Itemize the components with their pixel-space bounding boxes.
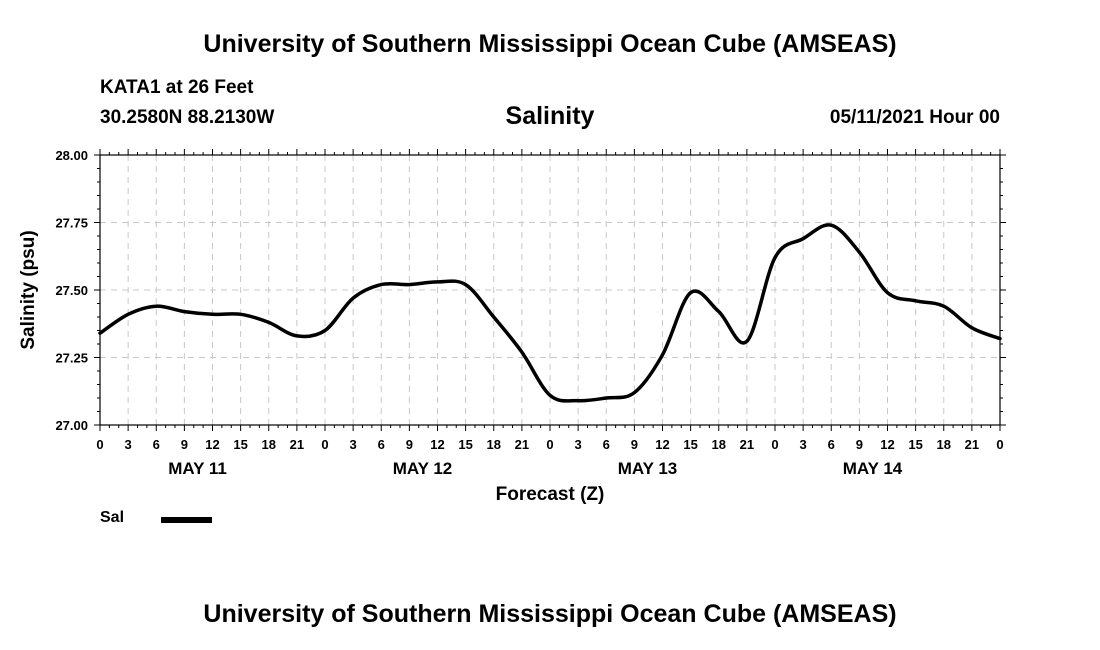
x-tick-label: 6 [603,437,610,452]
y-axis-label: Salinity (psu) [18,230,39,349]
x-tick-label: 21 [290,437,304,452]
salinity-series-line [98,223,1002,403]
x-tick-label: 18 [937,437,951,452]
x-tick-label: 12 [205,437,219,452]
day-label: MAY 13 [618,459,678,478]
x-tick-label: 6 [828,437,835,452]
y-tick-label: 27.75 [55,216,88,231]
x-tick-label: 6 [378,437,385,452]
x-tick-label: 0 [96,437,103,452]
x-tick-label: 21 [740,437,754,452]
y-tick-label: 27.25 [55,351,88,366]
y-tick-label: 27.50 [55,283,88,298]
station-coordinates: 30.2580N 88.2130W [100,107,275,128]
x-tick-label: 18 [262,437,276,452]
x-tick-label: 0 [771,437,778,452]
x-tick-label: 21 [515,437,529,452]
x-tick-label: 9 [406,437,413,452]
x-tick-label: 9 [181,437,188,452]
day-label: MAY 12 [393,459,453,478]
plot-title: Salinity [506,102,595,130]
x-axis-label: Forecast (Z) [496,484,605,505]
chart-title-top: University of Southern Mississippi Ocean… [203,30,897,58]
forecast-datetime: 05/11/2021 Hour 00 [829,107,1000,128]
x-tick-label: 15 [233,437,247,452]
x-tick-label: 9 [856,437,863,452]
station-label: KATA1 at 26 Feet [100,77,254,98]
x-tick-label: 9 [631,437,638,452]
x-tick-label: 12 [880,437,894,452]
x-tick-label: 3 [800,437,807,452]
x-tick-label: 0 [321,437,328,452]
x-tick-label: 15 [908,437,922,452]
chart-title-bottom: University of Southern Mississippi Ocean… [203,600,897,628]
x-tick-label: 18 [712,437,726,452]
y-tick-label: 27.00 [55,418,88,433]
x-tick-label: 21 [965,437,979,452]
legend-line-swatch [161,517,212,523]
x-tick-label: 15 [458,437,472,452]
legend-label: Sal [100,509,125,526]
day-label: MAY 11 [168,459,227,478]
x-tick-label: 3 [575,437,582,452]
x-tick-label: 3 [350,437,357,452]
y-tick-label: 28.00 [55,148,88,163]
x-tick-label: 3 [125,437,132,452]
x-tick-label: 6 [153,437,160,452]
day-label: MAY 14 [843,459,903,478]
x-tick-label: 12 [655,437,669,452]
x-tick-label: 12 [430,437,444,452]
x-tick-label: 0 [546,437,553,452]
x-tick-label: 0 [996,437,1003,452]
x-tick-label: 18 [487,437,501,452]
x-tick-label: 15 [683,437,697,452]
